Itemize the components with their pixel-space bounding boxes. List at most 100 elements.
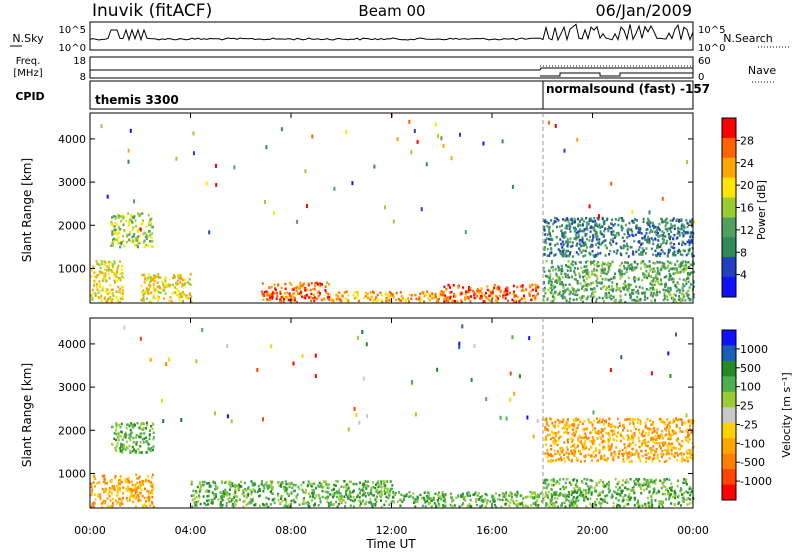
data-cell [614, 236, 616, 239]
data-cell [535, 286, 537, 289]
data-cell [361, 494, 364, 497]
data-cell [444, 298, 447, 301]
data-cell [573, 434, 576, 438]
data-cell [659, 479, 662, 482]
data-cell [187, 297, 190, 300]
data-cell [666, 492, 669, 496]
data-cell [149, 240, 152, 243]
data-cell [232, 505, 235, 508]
data-cell [573, 271, 576, 274]
data-cell [682, 458, 685, 461]
data-cell [592, 505, 595, 508]
data-cell [685, 262, 688, 265]
data-cell [223, 495, 225, 498]
data-cell [131, 235, 134, 239]
data-cell [643, 438, 646, 442]
data-cell [376, 293, 379, 297]
data-cell [567, 240, 570, 243]
data-cell [625, 267, 628, 271]
data-cell [144, 480, 147, 483]
data-cell [380, 480, 383, 483]
data-cell [627, 435, 630, 438]
data-cell [650, 436, 653, 440]
data-cell [590, 217, 593, 220]
data-cell [677, 264, 680, 267]
data-cell [624, 285, 627, 288]
data-cell [581, 238, 584, 241]
data-cell [427, 297, 430, 300]
data-cell [96, 285, 99, 289]
data-cell [125, 440, 128, 444]
data-cell [607, 432, 610, 435]
data-cell [116, 501, 119, 504]
data-cell [485, 397, 488, 402]
data-cell [683, 265, 686, 269]
data-cell [299, 284, 302, 287]
data-cell [277, 492, 279, 496]
data-cell [591, 436, 594, 439]
data-cell [440, 498, 443, 501]
data-cell [126, 499, 129, 503]
data-cell [687, 434, 689, 437]
data-cell [640, 267, 642, 270]
data-cell [389, 294, 392, 298]
data-cell [588, 219, 591, 223]
data-cell [602, 483, 605, 486]
data-cell [565, 299, 568, 302]
data-cell [413, 498, 416, 501]
data-cell [479, 297, 481, 300]
data-cell [650, 428, 653, 431]
data-cell [377, 483, 380, 486]
data-cell [190, 295, 193, 298]
data-cell [666, 418, 669, 421]
data-cell [640, 261, 643, 265]
data-cell [343, 291, 346, 294]
data-cell [648, 485, 651, 488]
data-cell [567, 437, 570, 441]
data-cell [117, 486, 120, 489]
data-cell [113, 279, 116, 282]
data-cell [644, 274, 647, 278]
data-cell [608, 490, 610, 494]
data-cell [609, 489, 611, 492]
data-cell [655, 288, 658, 292]
data-cell [577, 418, 580, 421]
data-cell [618, 270, 621, 273]
data-cell [661, 434, 663, 437]
data-cell [543, 295, 546, 298]
data-cell [349, 491, 352, 495]
data-cell [366, 492, 369, 495]
data-cell [547, 490, 550, 494]
data-cell [567, 265, 570, 268]
data-cell [627, 502, 630, 506]
data-cell [579, 249, 582, 252]
data-cell [562, 284, 564, 287]
data-cell [583, 265, 586, 268]
data-cell [516, 285, 519, 289]
data-cell [121, 445, 124, 449]
data-cell [609, 241, 611, 245]
data-cell [610, 446, 613, 449]
data-cell [586, 259, 589, 263]
data-cell [220, 505, 223, 508]
data-cell [567, 224, 570, 228]
data-cell [671, 277, 674, 280]
data-cell [589, 431, 592, 435]
data-cell [605, 292, 608, 295]
data-cell [670, 442, 673, 446]
data-cell [263, 484, 266, 487]
data-cell [163, 286, 166, 289]
data-cell [667, 227, 670, 230]
data-cell [317, 290, 320, 293]
data-cell [648, 457, 651, 461]
data-cell [109, 499, 112, 502]
data-cell [168, 357, 171, 362]
data-cell [534, 492, 536, 496]
data-cell [352, 495, 355, 499]
data-cell [612, 224, 615, 227]
data-cell [369, 291, 372, 294]
data-cell [572, 497, 575, 501]
data-cell [562, 493, 565, 497]
data-cell [591, 243, 594, 247]
data-cell [617, 233, 620, 237]
